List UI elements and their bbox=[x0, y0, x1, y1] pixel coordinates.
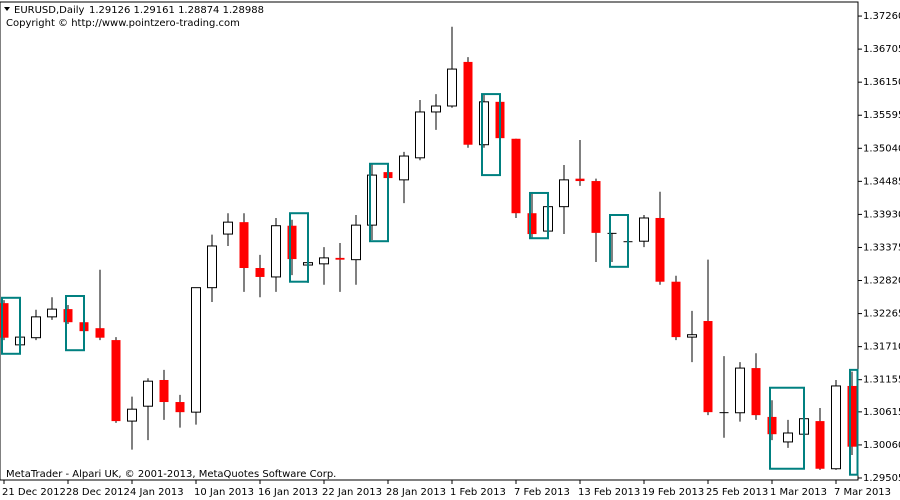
candle-body-down bbox=[175, 402, 185, 413]
y-tick-label: 1.33375 bbox=[863, 242, 900, 253]
candle-body-down bbox=[239, 222, 249, 269]
y-tick-label: 1.31710 bbox=[863, 342, 900, 353]
plot-frame bbox=[0, 1, 859, 481]
y-tick-label: 1.34485 bbox=[863, 176, 900, 187]
chart-title: EURUSD,Daily bbox=[14, 5, 85, 16]
candle-body-up bbox=[207, 245, 217, 289]
y-tick-label: 1.32265 bbox=[863, 309, 900, 320]
candle-body-up bbox=[479, 101, 489, 146]
x-tick-label: 4 Jan 2013 bbox=[130, 487, 184, 498]
footer-note: MetaTrader - Alpari UK, © 2001-2013, Met… bbox=[6, 469, 336, 480]
candle-body-up bbox=[367, 174, 377, 226]
candle-body-up bbox=[415, 111, 425, 159]
y-tick-label: 1.36705 bbox=[863, 44, 900, 55]
chart-subtitle: 1.29126 1.29161 1.28874 1.28988 bbox=[89, 5, 264, 16]
candle-body-up bbox=[559, 179, 569, 208]
candle-body-up bbox=[431, 105, 441, 113]
x-tick-label: 19 Feb 2013 bbox=[642, 487, 704, 498]
x-tick-label: 7 Feb 2013 bbox=[514, 487, 570, 498]
y-tick-label: 1.30615 bbox=[863, 407, 900, 418]
candle-body-up bbox=[191, 287, 201, 413]
pattern-box bbox=[289, 212, 309, 283]
x-tick-label: 25 Feb 2013 bbox=[706, 487, 768, 498]
copyright-note: Copyright © http://www.pointzero-trading… bbox=[6, 18, 240, 29]
y-tick-label: 1.36150 bbox=[863, 77, 900, 88]
x-tick-label: 1 Feb 2013 bbox=[450, 487, 506, 498]
candle-body-up bbox=[607, 232, 617, 234]
x-tick-label: 16 Jan 2013 bbox=[258, 487, 318, 498]
candle-body-down bbox=[95, 328, 105, 338]
x-tick-label: 28 Jan 2013 bbox=[386, 487, 446, 498]
title-arrow bbox=[4, 7, 10, 11]
candle-body-down bbox=[703, 321, 713, 413]
candle-body-down bbox=[0, 303, 9, 338]
candle-body-down bbox=[575, 178, 585, 182]
candle-body-up bbox=[31, 316, 41, 339]
candle-body-up bbox=[223, 221, 233, 235]
x-tick-label: 28 Dec 2012 bbox=[66, 487, 130, 498]
y-tick-label: 1.32820 bbox=[863, 276, 900, 287]
candle-body-up bbox=[687, 334, 697, 338]
candle-body-up bbox=[719, 412, 729, 414]
pattern-box bbox=[769, 386, 805, 470]
candle-body-down bbox=[655, 217, 665, 282]
x-tick-label: 21 Dec 2012 bbox=[2, 487, 66, 498]
candle-body-up bbox=[47, 308, 57, 318]
candle-body-up bbox=[271, 225, 281, 278]
candle-body-down bbox=[815, 421, 825, 469]
pattern-box bbox=[609, 214, 629, 268]
candle-body-up bbox=[639, 217, 649, 242]
candle-body-up bbox=[127, 408, 137, 422]
candle-body-down bbox=[751, 368, 761, 416]
candle-body-down bbox=[335, 257, 345, 260]
candle-body-up bbox=[831, 385, 841, 470]
candle-body-down bbox=[767, 416, 777, 435]
candle-body-down bbox=[159, 379, 169, 403]
candle-body-up bbox=[319, 257, 329, 265]
candle-body-down bbox=[463, 61, 473, 145]
candle-body-down bbox=[287, 225, 297, 260]
x-tick-label: 1 Mar 2013 bbox=[770, 487, 827, 498]
y-tick-label: 1.35595 bbox=[863, 110, 900, 121]
candle-body-down bbox=[511, 138, 521, 214]
candle-body-down bbox=[111, 340, 121, 422]
candle-body-down bbox=[671, 281, 681, 338]
pattern-box bbox=[529, 191, 549, 240]
y-tick-label: 1.33930 bbox=[863, 209, 900, 220]
candle-body-up bbox=[783, 432, 793, 443]
y-tick-label: 1.35040 bbox=[863, 143, 900, 154]
x-tick-label: 7 Mar 2013 bbox=[834, 487, 891, 498]
candle-body-up bbox=[447, 68, 457, 107]
x-tick-label: 22 Jan 2013 bbox=[322, 487, 382, 498]
candle-body-up bbox=[351, 224, 361, 261]
y-tick-label: 1.30060 bbox=[863, 440, 900, 451]
candle-body-up bbox=[399, 155, 409, 181]
pattern-box bbox=[1, 296, 21, 355]
y-tick-label: 1.31155 bbox=[863, 375, 900, 386]
pattern-box bbox=[481, 93, 501, 177]
candle-body-down bbox=[255, 268, 265, 277]
pattern-box bbox=[369, 162, 389, 243]
candle-body-down bbox=[527, 213, 537, 235]
candle-body-up bbox=[143, 380, 153, 407]
y-tick-label: 1.29505 bbox=[863, 473, 900, 484]
x-tick-label: 10 Jan 2013 bbox=[194, 487, 254, 498]
candle-body-up bbox=[735, 367, 745, 414]
y-tick-label: 1.37260 bbox=[863, 11, 900, 22]
pattern-box bbox=[65, 295, 85, 352]
candle-body-down bbox=[63, 309, 73, 323]
candle-body-down bbox=[591, 181, 601, 233]
pattern-box bbox=[849, 368, 859, 476]
x-tick-label: 13 Feb 2013 bbox=[578, 487, 640, 498]
candle-body-down bbox=[847, 385, 857, 447]
